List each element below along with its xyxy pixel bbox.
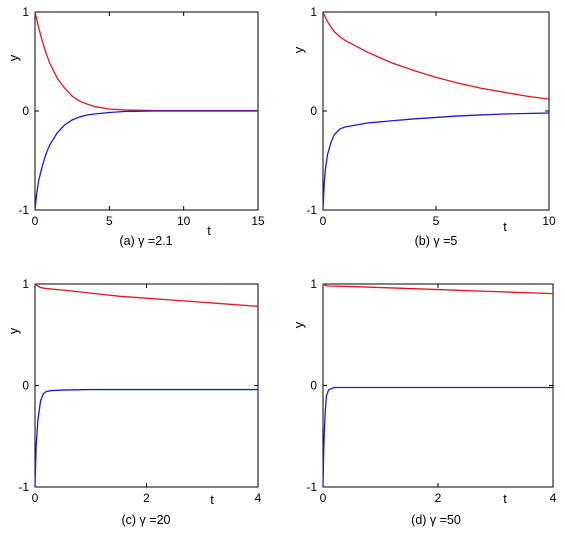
x-tick-label: 0 <box>320 214 327 228</box>
y-tick-label: -1 <box>306 203 317 217</box>
y-tick-label: -1 <box>18 480 29 494</box>
x-tick-label: 10 <box>177 214 191 228</box>
plot-frame <box>322 283 554 488</box>
panel-caption: (c) γ =20 <box>122 513 171 527</box>
y-tick-label: 1 <box>22 277 29 291</box>
series-line-2 <box>34 388 258 488</box>
series-line-2 <box>34 110 258 211</box>
y-axis-label: y <box>291 321 306 328</box>
x-axis-label: t <box>503 491 507 506</box>
series-line-1 <box>34 283 259 307</box>
plot-frame <box>34 283 259 488</box>
y-axis-label: y <box>6 54 21 61</box>
x-tick-label: 15 <box>251 214 265 228</box>
y-tick-label: 1 <box>310 277 317 291</box>
x-tick-label: 0 <box>320 491 327 505</box>
series-line-1 <box>322 11 550 100</box>
y-tick-label: 1 <box>310 5 317 19</box>
x-axis-label: t <box>503 219 507 234</box>
series-line-2 <box>322 112 550 211</box>
panel-caption: (b) γ =5 <box>415 234 458 248</box>
y-tick-label: 0 <box>22 379 29 393</box>
y-tick-label: -1 <box>306 480 317 494</box>
x-tick-label: 4 <box>550 491 557 505</box>
x-tick-label: 10 <box>542 214 556 228</box>
x-tick-label: 2 <box>143 491 150 505</box>
x-tick-label: 5 <box>106 214 113 228</box>
y-tick-label: 0 <box>310 379 317 393</box>
y-tick-label: 0 <box>22 104 29 118</box>
y-axis-label: y <box>291 46 306 53</box>
series-line-1 <box>34 11 258 112</box>
panel-caption: (a) γ =2.1 <box>119 234 172 248</box>
x-tick-label: 0 <box>32 491 39 505</box>
y-tick-label: -1 <box>18 203 29 217</box>
plot-frame <box>322 11 550 211</box>
series-line-2 <box>322 386 553 488</box>
panel-caption: (d) γ =50 <box>411 513 461 527</box>
x-tick-label: 2 <box>435 491 442 505</box>
x-tick-label: 5 <box>433 214 440 228</box>
y-tick-label: 0 <box>310 104 317 118</box>
x-axis-label: t <box>207 223 211 238</box>
y-axis-label: y <box>6 327 21 334</box>
x-tick-label: 0 <box>32 214 39 228</box>
x-tick-label: 4 <box>255 491 262 505</box>
y-tick-label: 1 <box>22 5 29 19</box>
series-line-1 <box>322 283 554 295</box>
x-axis-label: t <box>210 492 214 507</box>
